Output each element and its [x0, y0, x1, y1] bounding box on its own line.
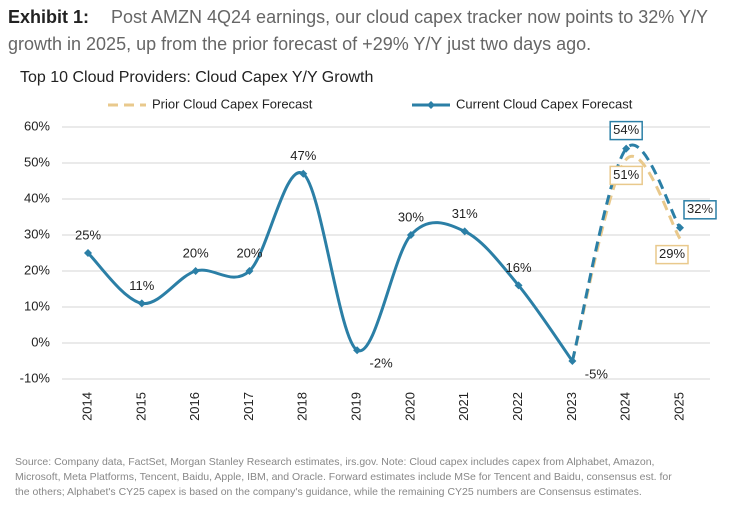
series-line [570, 143, 682, 362]
x-tick-label: 2016 [187, 392, 202, 421]
y-tick-label: 0% [31, 334, 50, 349]
label-box [609, 120, 643, 141]
x-tick-label: 2020 [402, 392, 417, 421]
source-note: Source: Company data, FactSet, Morgan St… [15, 456, 654, 468]
data-marker [460, 227, 469, 236]
series-line [86, 171, 574, 362]
y-tick-label: 50% [24, 154, 50, 169]
chart-title: Top 10 Cloud Providers: Cloud Capex Y/Y … [20, 69, 373, 86]
data-marker [406, 231, 415, 239]
data-label: 32% [687, 201, 713, 216]
legend-label: Prior Cloud Capex Forecast [152, 96, 313, 111]
exhibit-text: growth in 2025, up from the prior foreca… [8, 34, 591, 54]
data-label: -5% [585, 366, 609, 381]
data-label: 54% [613, 122, 639, 137]
x-tick-label: 2015 [133, 392, 148, 421]
data-marker [245, 267, 254, 275]
data-label: 16% [506, 260, 532, 275]
data-label: 47% [290, 148, 316, 163]
data-marker [191, 267, 200, 275]
data-marker [676, 223, 684, 232]
x-tick-label: 2025 [671, 392, 686, 421]
x-tick-label: 2022 [510, 392, 525, 421]
legend-label: Current Cloud Capex Forecast [456, 96, 633, 111]
data-label: 51% [613, 167, 639, 182]
y-tick-label: 10% [24, 298, 50, 313]
data-label: 20% [236, 245, 262, 260]
data-marker [137, 299, 146, 308]
data-label: 11% [129, 278, 154, 293]
y-tick-label: -10% [20, 370, 51, 385]
data-label: 30% [398, 209, 424, 224]
data-marker [514, 281, 523, 290]
data-marker [622, 144, 631, 153]
data-label: 31% [452, 206, 478, 221]
legend-marker [427, 101, 435, 109]
data-marker [568, 357, 577, 365]
x-tick-label: 2019 [349, 392, 364, 421]
x-tick-label: 2021 [456, 392, 471, 421]
label-box [683, 200, 717, 220]
data-label: 20% [183, 245, 209, 260]
exhibit-label: Exhibit 1: [8, 7, 89, 27]
source-note: Microsoft, Meta Platforms, Tencent, Baid… [15, 471, 672, 483]
data-label: -2% [370, 356, 394, 371]
label-box [655, 244, 689, 265]
data-marker [299, 169, 308, 178]
y-tick-label: 40% [24, 190, 50, 205]
source-note: the others; Alphabet's CY25 capex is bas… [15, 486, 642, 498]
x-tick-label: 2014 [79, 392, 94, 421]
data-label: 29% [659, 246, 685, 261]
data-marker [84, 249, 92, 257]
data-marker [353, 346, 362, 355]
x-tick-label: 2018 [295, 392, 310, 421]
x-tick-label: 2024 [618, 392, 633, 421]
x-tick-label: 2023 [564, 392, 579, 421]
exhibit-text: Post AMZN 4Q24 earnings, our cloud capex… [111, 7, 708, 27]
y-tick-label: 30% [24, 226, 50, 241]
y-tick-label: 60% [24, 118, 50, 133]
label-box [609, 165, 643, 186]
x-tick-label: 2017 [241, 392, 256, 421]
y-tick-label: 20% [24, 262, 50, 277]
data-label: 25% [75, 227, 101, 242]
